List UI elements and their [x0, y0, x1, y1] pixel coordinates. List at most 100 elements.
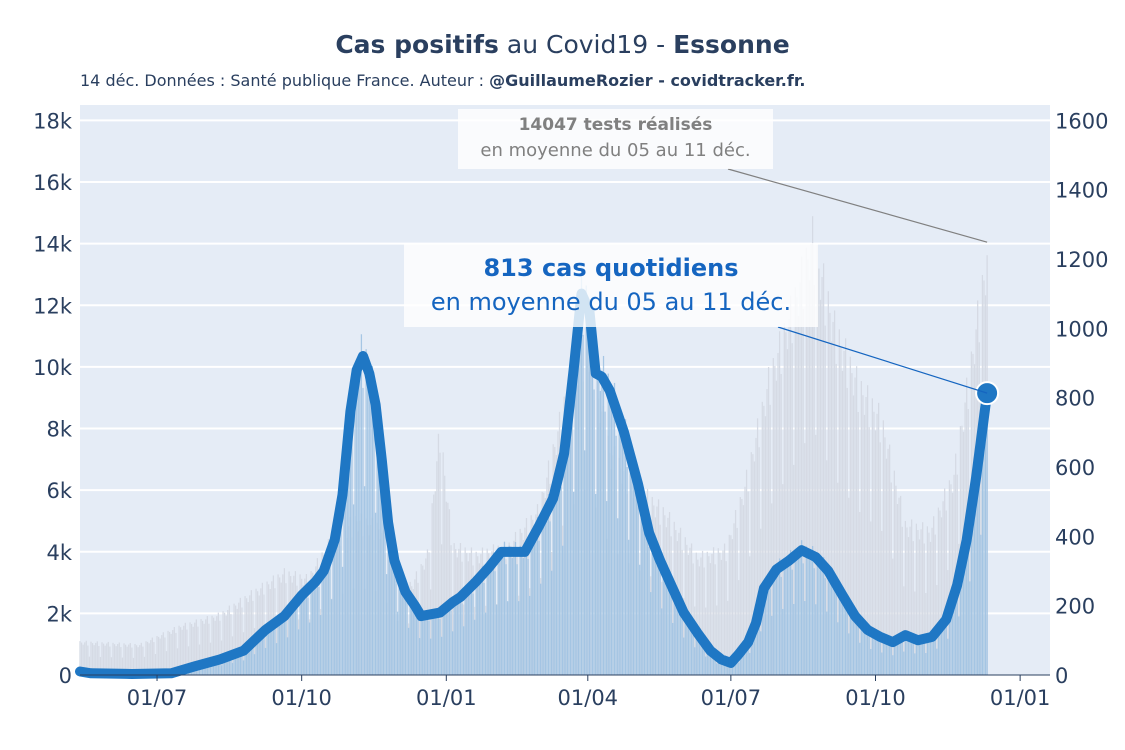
cases-bar — [955, 582, 957, 675]
tests-bar — [860, 381, 862, 675]
cases-bar — [884, 638, 886, 675]
cases-bar — [321, 567, 323, 675]
cases-bar — [697, 633, 699, 675]
tests-bar — [896, 504, 899, 675]
cases-bar — [621, 440, 624, 675]
tests-bar — [434, 491, 436, 675]
cases-bar — [645, 515, 647, 675]
tests-bar — [912, 541, 914, 675]
cases-bar — [613, 382, 616, 675]
cases-bar — [582, 334, 584, 675]
cases-bar — [887, 639, 889, 675]
tests-bar — [832, 321, 834, 675]
cases-bar — [953, 593, 955, 675]
cases-bar — [598, 375, 600, 675]
cases-bar — [205, 663, 207, 675]
tests-bar — [714, 564, 716, 675]
cases-bar — [712, 651, 715, 675]
tests-bar — [711, 553, 713, 675]
cases-bar — [727, 667, 729, 675]
tests-bar — [176, 648, 179, 675]
cases-bar — [414, 604, 416, 675]
cases-bar — [456, 602, 458, 675]
tests-bar — [893, 470, 895, 675]
cases-bar — [308, 622, 311, 675]
tests-bar — [120, 647, 122, 675]
cases-bar — [222, 657, 224, 675]
cases-bar — [885, 641, 888, 675]
cases-bar — [323, 570, 325, 675]
cases-bar — [434, 616, 436, 675]
cases-bar — [390, 548, 392, 675]
cases-bar — [448, 599, 451, 675]
tests-bar — [833, 310, 836, 675]
cases-bar — [599, 390, 602, 675]
tests-bar — [783, 322, 785, 675]
cases-bar — [236, 654, 238, 675]
cases-bar — [319, 615, 322, 675]
cases-bar — [280, 621, 282, 675]
cases-bar — [310, 581, 312, 675]
cases-bar — [909, 636, 911, 675]
cases-bar — [794, 549, 796, 675]
cases-bar — [984, 418, 987, 675]
tests-bar — [102, 643, 105, 675]
y-left-tick-label: 16k — [33, 171, 73, 195]
cases-bar — [274, 628, 276, 675]
tests-bar — [805, 247, 807, 675]
cases-bar — [307, 597, 309, 675]
x-tick-label: 01/10 — [271, 686, 332, 710]
cases-bar — [426, 610, 429, 675]
cases-bar — [774, 571, 776, 675]
tests-bar — [113, 644, 116, 675]
tests-bar — [870, 521, 872, 675]
tests-annotation-line1: 14047 tests réalisés — [518, 115, 713, 135]
tests-bar — [107, 641, 109, 675]
y-right-tick-label: 0 — [1055, 664, 1068, 688]
tests-bar — [115, 646, 117, 675]
cases-bar — [867, 626, 869, 675]
tests-bar — [146, 641, 149, 675]
tests-bar — [110, 657, 113, 675]
tests-bar — [890, 482, 892, 675]
cases-bar — [488, 567, 490, 675]
cases-bar — [694, 647, 696, 675]
cases-bar — [940, 627, 943, 675]
cases-bar — [684, 611, 686, 675]
cases-bar — [579, 301, 581, 675]
cases-bar — [206, 661, 208, 675]
cases-bar — [624, 419, 627, 675]
cases-bar — [736, 657, 738, 675]
cases-bar — [629, 444, 631, 675]
tests-bar — [859, 511, 861, 675]
tests-bar — [156, 636, 158, 675]
tests-bar — [708, 556, 710, 675]
cases-bar — [797, 558, 800, 675]
tests-bar — [230, 614, 232, 675]
cases-bar — [928, 637, 930, 675]
cases-bar — [506, 601, 509, 675]
cases-bar — [437, 607, 440, 675]
cases-bar — [573, 491, 575, 675]
tests-bar — [132, 657, 135, 675]
cases-bar — [824, 578, 826, 675]
tests-bar — [140, 642, 142, 675]
cases-bar — [810, 552, 812, 675]
cases-bar — [555, 494, 557, 675]
cases-bar — [767, 573, 770, 675]
cases-bar — [392, 548, 394, 675]
cases-bar — [683, 637, 685, 675]
tests-bar — [104, 645, 106, 675]
tests-annotation-arrow — [727, 168, 988, 243]
cases-bar — [926, 636, 929, 675]
cases-bar — [543, 516, 545, 675]
tests-bar — [843, 351, 845, 675]
tests-bar — [135, 645, 138, 675]
cases-bar — [854, 614, 856, 675]
cases-bar — [324, 571, 326, 675]
cases-bar — [571, 412, 573, 675]
cases-bar — [618, 405, 620, 675]
cases-bar — [360, 334, 363, 675]
tests-bar — [142, 646, 144, 675]
tests-bar — [782, 484, 784, 675]
